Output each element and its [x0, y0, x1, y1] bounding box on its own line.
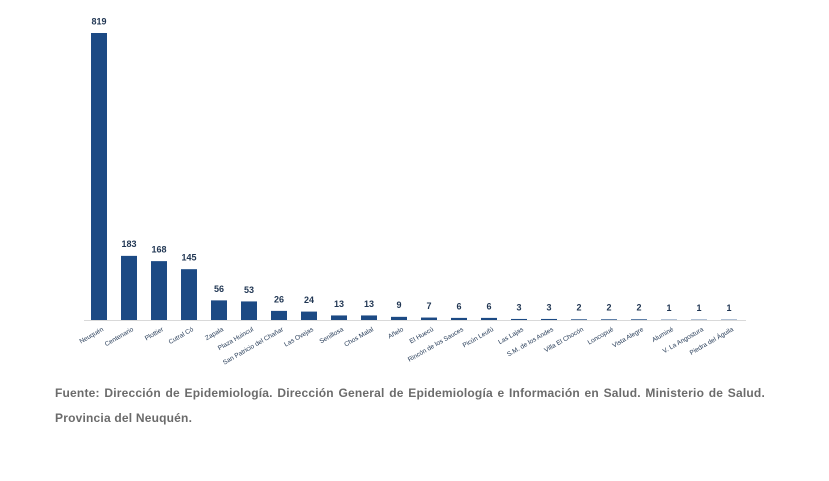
value-label: 7 — [426, 301, 431, 311]
bar — [451, 317, 467, 320]
bar — [631, 319, 647, 320]
value-label: 1 — [726, 303, 731, 313]
bar — [151, 261, 167, 320]
bar — [601, 319, 617, 320]
x-tick-label: Senillosa — [319, 326, 346, 345]
value-label: 145 — [181, 253, 196, 263]
value-label: 24 — [304, 295, 314, 305]
x-tick-label: Vista Alegre — [611, 326, 645, 350]
value-label: 6 — [486, 301, 491, 311]
value-label: 2 — [576, 303, 581, 313]
x-tick-label: Centenario — [104, 326, 135, 348]
x-tick-label: Cutral Có — [168, 326, 196, 346]
bar — [391, 316, 407, 320]
value-label: 1 — [666, 303, 671, 313]
value-label: 819 — [91, 16, 106, 26]
bar — [211, 300, 227, 320]
value-label: 13 — [334, 299, 344, 309]
bar — [91, 33, 107, 320]
x-tick-label: Zapala — [204, 326, 225, 342]
x-tick-label: Aluminé — [651, 326, 675, 344]
bar — [511, 318, 527, 320]
bar — [421, 317, 437, 320]
value-label: 2 — [636, 303, 641, 313]
value-label: 9 — [396, 300, 401, 310]
bar — [571, 319, 587, 320]
value-label: 1 — [696, 303, 701, 313]
bar — [121, 255, 137, 320]
bar — [271, 310, 287, 320]
value-label: 168 — [151, 245, 166, 255]
value-label: 3 — [516, 302, 521, 312]
x-tick-label: Rincón de los Sauces — [407, 326, 466, 364]
value-label: 26 — [274, 294, 284, 304]
bar — [241, 301, 257, 320]
chart: 819 Neuquén 183 Centenario 168 Plottier 145 Cut… — [79, 16, 746, 367]
x-tick-label: Añelo — [387, 326, 405, 341]
value-label: 6 — [456, 301, 461, 311]
value-label: 13 — [364, 299, 374, 309]
value-label: 53 — [244, 285, 254, 295]
x-tick-label: Plottier — [144, 326, 166, 343]
bar — [331, 315, 347, 320]
value-label: 2 — [606, 303, 611, 313]
bar — [481, 317, 497, 320]
bar — [181, 269, 197, 320]
bar — [361, 315, 377, 320]
value-label: 3 — [546, 302, 551, 312]
source-note: Fuente: Dirección de Epidemiología. Dire… — [55, 386, 765, 425]
bar — [301, 311, 317, 320]
x-tick-label: Chos Malal — [343, 326, 375, 349]
bar — [541, 318, 557, 320]
x-tick-label: Picún Leufú — [462, 326, 496, 349]
value-label: 56 — [214, 284, 224, 294]
value-label: 183 — [121, 239, 136, 249]
x-tick-label: Neuquén — [79, 326, 106, 345]
x-tick-label: Las Ovejas — [283, 326, 315, 349]
